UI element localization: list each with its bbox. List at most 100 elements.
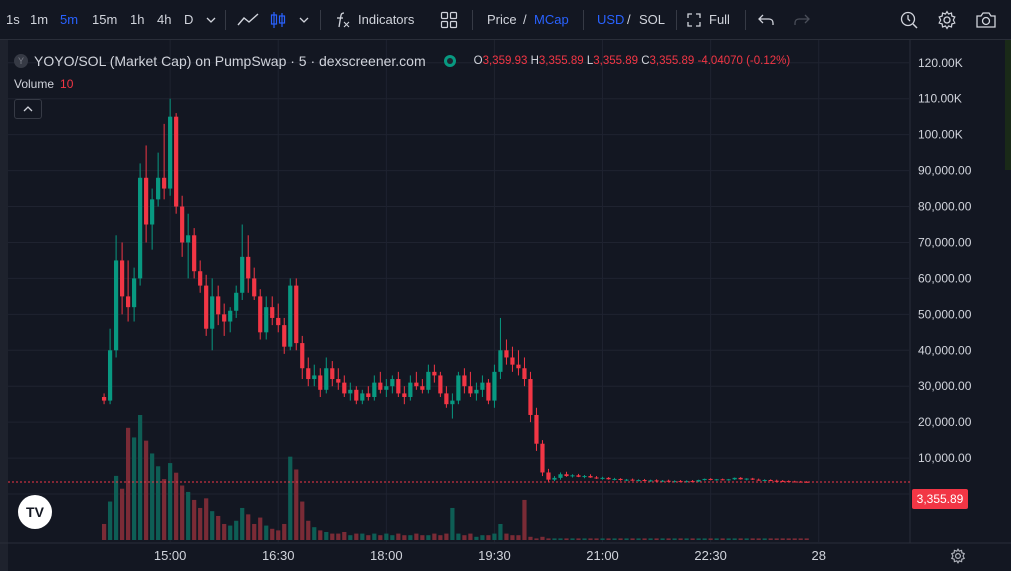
candle-body: [138, 177, 143, 279]
gear-icon[interactable]: [950, 548, 966, 567]
candle-body: [660, 480, 665, 482]
candle-body: [792, 481, 797, 483]
undo-icon[interactable]: [756, 0, 776, 40]
grid-lines: [8, 40, 910, 543]
fullscreen-icon[interactable]: [686, 0, 702, 40]
volume-bar: [354, 533, 359, 540]
candle-body: [594, 477, 599, 479]
volume-bar: [138, 415, 143, 540]
interval-5m[interactable]: 5m: [60, 12, 79, 27]
function-icon[interactable]: [332, 0, 352, 40]
full-button[interactable]: Full: [709, 12, 730, 27]
change-value: -4.04070 (-0.12%): [697, 55, 791, 67]
candle-body: [174, 116, 179, 207]
volume-bar: [558, 538, 563, 540]
volume-bar: [432, 533, 437, 540]
interval-4h[interactable]: 4h: [157, 12, 172, 27]
candles-icon[interactable]: [268, 0, 288, 40]
volume-bar: [240, 507, 245, 540]
volume-label: Volume: [14, 77, 55, 91]
layout-grid-icon[interactable]: [438, 0, 460, 40]
candle-body: [234, 292, 239, 311]
candle-body: [762, 480, 767, 482]
usd-toggle[interactable]: USD: [597, 12, 625, 27]
interval-d[interactable]: D: [184, 12, 194, 27]
volume-bar: [306, 520, 311, 540]
volume-bar: [270, 528, 275, 540]
candle-body: [672, 481, 677, 483]
candle-body: [132, 278, 137, 308]
candle-body: [534, 414, 539, 444]
volume-bar: [678, 538, 683, 540]
volume-bar: [516, 535, 521, 540]
x-tick-label: 21:00: [586, 548, 619, 563]
volume-bar: [486, 535, 491, 540]
alert-icon[interactable]: [898, 0, 920, 40]
collapse-legend-button[interactable]: [14, 99, 42, 119]
indicators-button[interactable]: Indicators: [358, 12, 415, 27]
candle-body: [204, 285, 209, 329]
candle-body: [192, 235, 197, 272]
chart-legend: Y YOYO/SOL (Market Cap) on PumpSwap · 5 …: [14, 52, 790, 70]
toolbar-divider: [472, 10, 473, 30]
high-key: H: [530, 55, 539, 67]
candle-body: [774, 480, 779, 482]
volume-bar: [258, 517, 263, 540]
y-tick-label: 50,000.00: [918, 307, 972, 321]
candle-body: [396, 379, 401, 394]
top-toolbar: 1s 1m 5m 15m 1h 4h D Indicators: [0, 0, 1011, 40]
volume-bar: [426, 535, 431, 540]
volume-bar: [696, 538, 701, 540]
candle-body: [474, 389, 479, 394]
candle-body: [642, 480, 647, 482]
open-key: O: [473, 55, 483, 67]
candlestick-chart[interactable]: 120.00K 110.00K 100.00K 90,000.00 80,000.00 7…: [0, 40, 1011, 571]
candle-body: [636, 480, 641, 482]
line-chart-icon[interactable]: [234, 0, 262, 40]
candle-body: [222, 314, 227, 322]
price-toggle[interactable]: Price: [487, 12, 517, 27]
sol-toggle[interactable]: SOL: [639, 12, 666, 27]
candle-body: [276, 317, 281, 326]
volume-bar: [642, 538, 647, 540]
volume-bar: [762, 538, 767, 540]
interval-1h[interactable]: 1h: [130, 12, 145, 27]
toolbar-divider: [225, 10, 226, 30]
y-tick-label: 10,000.00: [918, 451, 972, 465]
toolbar-divider: [320, 10, 321, 30]
candle-body: [126, 296, 131, 308]
gear-icon[interactable]: [936, 0, 958, 40]
volume-bar: [726, 538, 731, 540]
tradingview-logo[interactable]: TV: [18, 495, 52, 529]
candle-body: [150, 199, 155, 225]
candle-body: [486, 382, 491, 401]
candle-body: [528, 379, 533, 415]
candle-body: [432, 371, 437, 376]
mcap-toggle[interactable]: MCap: [534, 12, 569, 27]
volume-bar: [168, 463, 173, 540]
chevron-down-icon[interactable]: [203, 0, 219, 40]
interval-1m[interactable]: 1m: [30, 12, 49, 27]
interval-15m[interactable]: 15m: [92, 12, 118, 27]
y-tick-label: 60,000.00: [918, 271, 972, 285]
volume-bar: [402, 535, 407, 540]
candle-body: [426, 371, 431, 390]
volume-bar: [510, 535, 515, 540]
camera-icon[interactable]: [974, 0, 998, 40]
redo-icon[interactable]: [792, 0, 812, 40]
candle-body: [666, 480, 671, 482]
candle-body: [288, 285, 293, 347]
candle-body: [726, 479, 731, 481]
volume-bar: [390, 535, 395, 540]
volume-bar: [570, 538, 575, 540]
volume-bar: [198, 507, 203, 540]
chevron-down-icon[interactable]: [296, 0, 312, 40]
pair-title[interactable]: YOYO/SOL (Market Cap) on PumpSwap · 5 · …: [34, 53, 426, 69]
volume-bar: [216, 515, 221, 540]
candle-body: [510, 357, 515, 365]
candle-body: [552, 477, 557, 480]
volume-bar: [228, 525, 233, 540]
candle-body: [504, 350, 509, 358]
candle-body: [144, 177, 149, 225]
interval-1s[interactable]: 1s: [6, 12, 20, 27]
